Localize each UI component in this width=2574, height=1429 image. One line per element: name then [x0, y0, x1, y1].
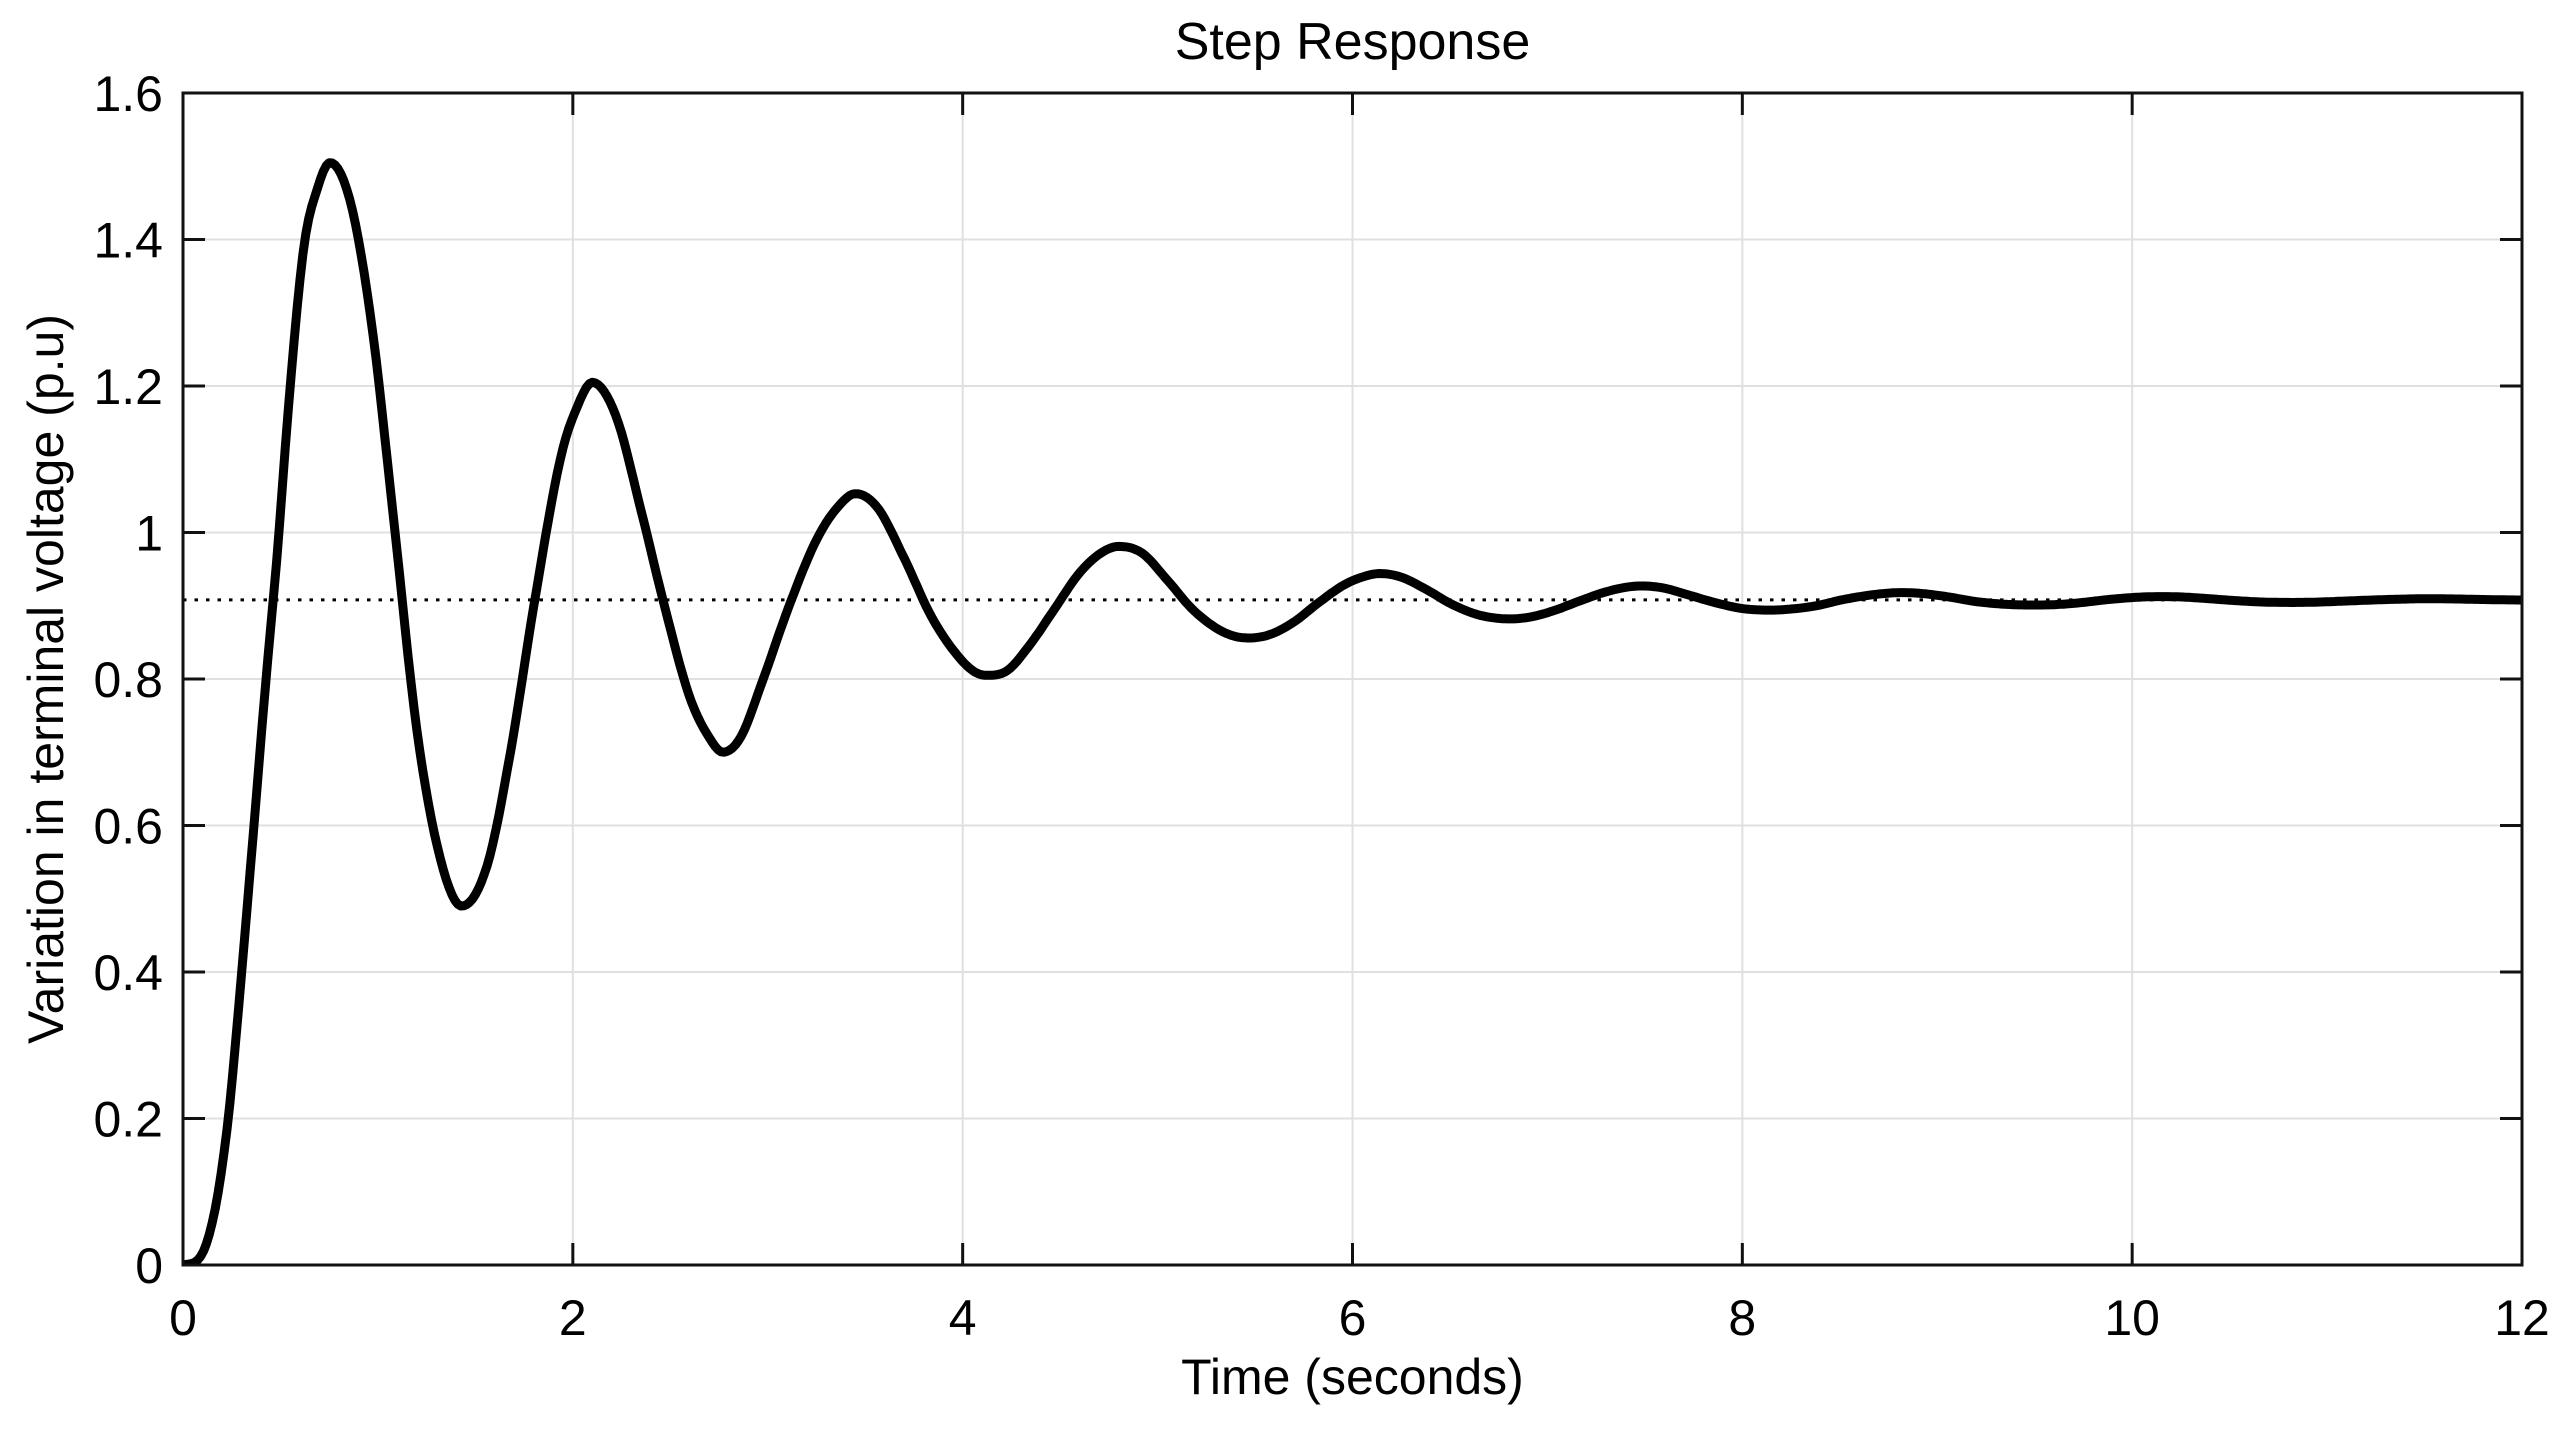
- y-tick-label: 0.6: [93, 799, 163, 855]
- response-curve: [183, 158, 2522, 1265]
- x-tick-label: 4: [949, 1290, 977, 1346]
- x-tick-label: 12: [2494, 1290, 2550, 1346]
- y-tick-label: 0: [135, 1238, 163, 1294]
- x-axis-label: Time (seconds): [1181, 1349, 1524, 1405]
- y-tick-label: 1: [135, 506, 163, 562]
- y-tick-label: 0.4: [93, 945, 163, 1001]
- y-tick-label: 0.2: [93, 1092, 163, 1148]
- x-tick-label: 8: [1728, 1290, 1756, 1346]
- x-tick-label: 2: [559, 1290, 587, 1346]
- axes-box: [181, 91, 2524, 1267]
- y-tick-label: 1.4: [93, 213, 163, 269]
- y-tick-label: 1.6: [93, 66, 163, 122]
- x-tick-label: 10: [2104, 1290, 2160, 1346]
- x-tick-label: 6: [1339, 1290, 1367, 1346]
- x-tick-label: 0: [169, 1290, 197, 1346]
- chart-title: Step Response: [1174, 13, 1531, 71]
- y-tick-label: 1.2: [93, 359, 163, 415]
- y-tick-label: 0.8: [93, 652, 163, 708]
